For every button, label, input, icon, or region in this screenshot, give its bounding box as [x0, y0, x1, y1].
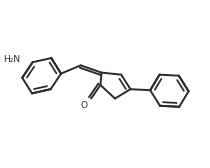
Text: H₂N: H₂N	[3, 55, 20, 64]
Text: O: O	[80, 101, 87, 110]
